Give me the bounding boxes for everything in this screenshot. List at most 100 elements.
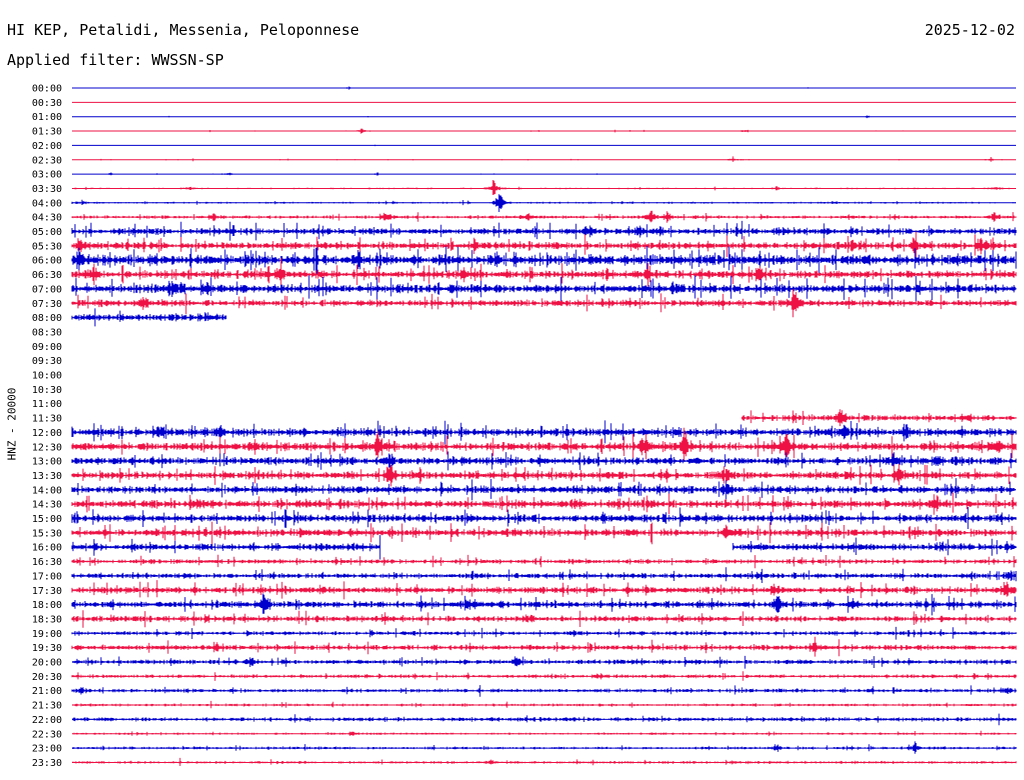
trace-row [71,246,1017,274]
trace-signal [71,507,1017,529]
trace-signal [71,685,1017,697]
trace-row [72,156,1016,162]
trace-signal [72,713,1017,726]
trace-signal [71,593,1017,616]
trace-row [72,144,1016,147]
row-time-label: 10:00 [32,371,62,382]
row-time-label: 15:00 [32,514,62,525]
trace-signal [72,655,1017,669]
trace-signal [71,463,1017,487]
trace-row [72,180,1016,195]
row-time-label: 19:30 [32,643,62,654]
row-time-label: 11:00 [32,399,62,410]
row-time-label: 20:30 [32,672,62,683]
row-time-label: 18:30 [32,614,62,625]
trace-row [71,420,1017,445]
row-time-label: 17:00 [32,571,62,582]
row-time-label: 07:30 [32,299,62,310]
row-time-label: 16:00 [32,543,62,554]
trace-row [72,757,1017,766]
trace-row [71,535,1017,560]
trace-row [71,685,1017,697]
trace-row [71,427,1017,462]
row-time-label: 01:00 [32,112,62,123]
trace-signal [71,636,1017,657]
row-time-label: 09:00 [32,342,62,353]
row-time-label: 03:00 [32,170,62,181]
trace-signal [71,492,1017,515]
row-time-label: 12:00 [32,428,62,439]
trace-signal [72,741,1017,754]
row-time-label: 11:30 [32,414,62,425]
trace-signal [71,554,1017,569]
trace-signal [71,194,1016,212]
trace-row [72,86,1016,90]
row-time-label: 20:00 [32,658,62,669]
trace-row [71,231,1017,258]
trace-row [71,463,1017,487]
trace-signal [72,757,1017,766]
trace-row [71,626,1017,640]
trace-row [71,521,1017,545]
row-time-label: 08:30 [32,327,62,338]
trace-signal [168,115,870,119]
row-time-label: 04:30 [32,213,62,224]
date-label: 2025-12-02 [924,21,1015,39]
trace-signal [71,580,1017,600]
row-time-label: 13:00 [32,457,62,468]
trace-row [71,478,1016,501]
trace-signal [71,220,1017,241]
row-time-label: 18:00 [32,600,62,611]
trace-signal [71,246,1017,274]
row-time-label: 23:00 [32,744,62,755]
trace-signal [71,521,1017,545]
trace-row [72,700,1017,709]
trace-signal [100,156,1003,162]
trace-row [71,308,227,327]
row-time-label: 16:30 [32,557,62,568]
trace-row [71,492,1017,515]
row-time-label: 05:00 [32,227,62,238]
row-time-label: 13:30 [32,471,62,482]
trace-row [72,172,1016,176]
row-time-label: 06:00 [32,256,62,267]
trace-row [71,289,1017,318]
row-time-label: 02:30 [32,155,62,166]
trace-row [71,451,1017,471]
trace-signal [732,537,1017,556]
station-title: HI KEP, Petalidi, Messenia, Peloponnese [7,21,360,39]
row-time-label: 07:00 [32,284,62,295]
row-time-label: 14:00 [32,485,62,496]
trace-row [71,258,1017,287]
trace-row [72,655,1017,669]
trace-signal [71,626,1017,640]
trace-row [72,128,1016,134]
trace-row [71,610,1017,628]
row-time-label: 06:30 [32,270,62,281]
trace-signal [71,610,1017,628]
trace-signal [71,671,1017,681]
row-time-label: 08:00 [32,313,62,324]
trace-signal [71,567,1017,583]
row-time-label: 04:00 [32,198,62,209]
row-time-label: 00:00 [32,84,62,95]
trace-signal [71,275,1017,303]
trace-signal [71,258,1017,287]
trace-signal [71,420,1017,445]
row-time-label: 05:30 [32,241,62,252]
row-time-label: 01:30 [32,127,62,138]
trace-row [71,636,1017,657]
trace-row [71,507,1017,529]
row-time-label: 17:30 [32,586,62,597]
trace-row [71,194,1016,212]
trace-signal [346,86,809,90]
trace-row [72,730,1017,737]
row-time-label: 21:30 [32,701,62,712]
trace-row [71,554,1017,569]
trace-signal [74,180,1010,195]
trace-signal [71,308,227,327]
row-time-label: 10:30 [32,385,62,396]
row-time-label: 03:30 [32,184,62,195]
trace-row [72,741,1017,754]
